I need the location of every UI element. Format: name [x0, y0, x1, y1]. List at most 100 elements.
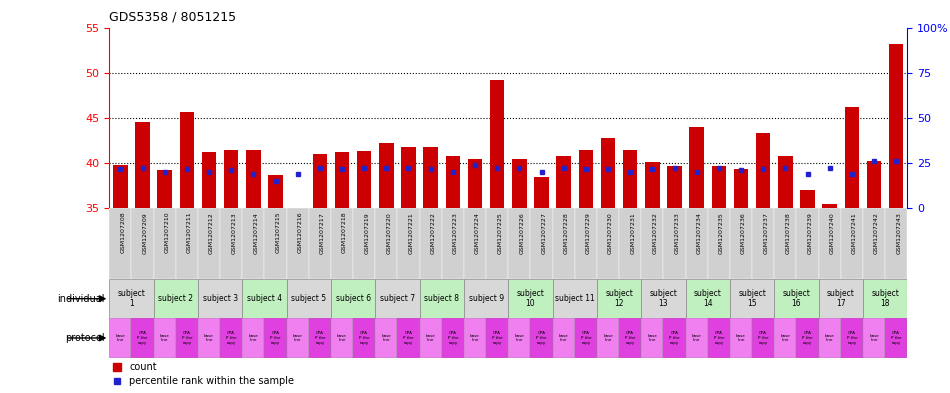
Text: subject 11: subject 11: [555, 294, 595, 303]
Bar: [242, 318, 264, 358]
Bar: [246, 149, 260, 393]
Text: GSM1207223: GSM1207223: [453, 212, 458, 254]
Bar: [486, 318, 508, 358]
Text: base
line: base line: [293, 334, 302, 342]
Text: GSM1207229: GSM1207229: [586, 212, 591, 254]
Bar: [686, 279, 730, 318]
Text: base
line: base line: [426, 334, 435, 342]
Text: base
line: base line: [116, 334, 125, 342]
Text: subject 9: subject 9: [468, 294, 504, 303]
Bar: [619, 318, 641, 358]
Bar: [508, 279, 553, 318]
Bar: [663, 318, 686, 358]
Bar: [353, 208, 375, 279]
Text: GSM1207241: GSM1207241: [852, 212, 857, 253]
Text: CPA
P the
rapy: CPA P the rapy: [403, 331, 414, 345]
Bar: [313, 154, 327, 393]
Text: GSM1207214: GSM1207214: [254, 212, 258, 253]
Bar: [756, 133, 770, 393]
Bar: [575, 208, 597, 279]
Bar: [579, 149, 593, 393]
Text: GSM1207242: GSM1207242: [874, 212, 879, 254]
Bar: [113, 165, 127, 393]
Bar: [176, 208, 198, 279]
Text: GSM1207234: GSM1207234: [696, 212, 702, 254]
Text: GSM1207220: GSM1207220: [387, 212, 391, 253]
Text: subject 2: subject 2: [159, 294, 193, 303]
Bar: [220, 318, 242, 358]
Text: subject
14: subject 14: [694, 289, 722, 309]
Bar: [135, 122, 150, 393]
Text: subject
18: subject 18: [871, 289, 899, 309]
Bar: [242, 208, 264, 279]
Bar: [176, 318, 198, 358]
Text: GSM1207238: GSM1207238: [786, 212, 790, 253]
Bar: [287, 318, 309, 358]
Bar: [397, 208, 420, 279]
Bar: [708, 208, 730, 279]
Text: base
line: base line: [382, 334, 391, 342]
Bar: [154, 318, 176, 358]
Text: count: count: [129, 362, 157, 372]
Bar: [863, 318, 885, 358]
Bar: [309, 318, 331, 358]
Text: GSM1207208: GSM1207208: [121, 212, 125, 253]
Bar: [730, 279, 774, 318]
Bar: [180, 112, 194, 393]
Bar: [397, 318, 420, 358]
Text: GSM1207209: GSM1207209: [142, 212, 147, 253]
Text: CPA
P the
rapy: CPA P the rapy: [314, 331, 325, 345]
Bar: [641, 318, 663, 358]
Bar: [534, 176, 549, 393]
Text: GSM1207233: GSM1207233: [674, 212, 679, 254]
Bar: [331, 279, 375, 318]
Text: GSM1207216: GSM1207216: [297, 212, 303, 253]
Text: base
line: base line: [869, 334, 879, 342]
Text: GSM1207212: GSM1207212: [209, 212, 214, 253]
Bar: [752, 208, 774, 279]
Text: CPA
P the
rapy: CPA P the rapy: [669, 331, 680, 345]
Bar: [291, 210, 305, 393]
Bar: [752, 318, 774, 358]
Text: subject
13: subject 13: [650, 289, 677, 309]
Bar: [686, 318, 708, 358]
Text: subject
10: subject 10: [517, 289, 544, 309]
Bar: [198, 279, 242, 318]
Text: CPA
P the
rapy: CPA P the rapy: [492, 331, 503, 345]
Text: CPA
P the
rapy: CPA P the rapy: [137, 331, 148, 345]
Text: GSM1207243: GSM1207243: [896, 212, 902, 254]
Bar: [866, 161, 882, 393]
Bar: [557, 156, 571, 393]
Bar: [131, 208, 154, 279]
Bar: [508, 208, 530, 279]
Text: subject 3: subject 3: [202, 294, 238, 303]
Text: GSM1207221: GSM1207221: [408, 212, 413, 253]
Bar: [420, 318, 442, 358]
Text: CPA
P the
rapy: CPA P the rapy: [713, 331, 724, 345]
Text: base
line: base line: [515, 334, 524, 342]
Bar: [375, 318, 397, 358]
Bar: [467, 158, 483, 393]
Bar: [600, 138, 616, 393]
Bar: [823, 204, 837, 393]
Bar: [530, 318, 553, 358]
Bar: [774, 208, 796, 279]
Text: GSM1207226: GSM1207226: [520, 212, 524, 253]
Text: CPA
P the
rapy: CPA P the rapy: [625, 331, 636, 345]
Bar: [446, 156, 460, 393]
Bar: [309, 208, 331, 279]
Bar: [708, 318, 730, 358]
Text: subject 6: subject 6: [335, 294, 370, 303]
Bar: [730, 208, 752, 279]
Text: base
line: base line: [736, 334, 746, 342]
Text: GSM1207225: GSM1207225: [497, 212, 503, 253]
Text: CPA
P the
rapy: CPA P the rapy: [359, 331, 370, 345]
Text: subject 4: subject 4: [247, 294, 282, 303]
Bar: [512, 158, 526, 393]
Text: GSM1207224: GSM1207224: [475, 212, 480, 254]
Bar: [379, 143, 393, 393]
Text: GSM1207215: GSM1207215: [276, 212, 280, 253]
Bar: [224, 149, 238, 393]
Bar: [819, 318, 841, 358]
Text: base
line: base line: [692, 334, 701, 342]
